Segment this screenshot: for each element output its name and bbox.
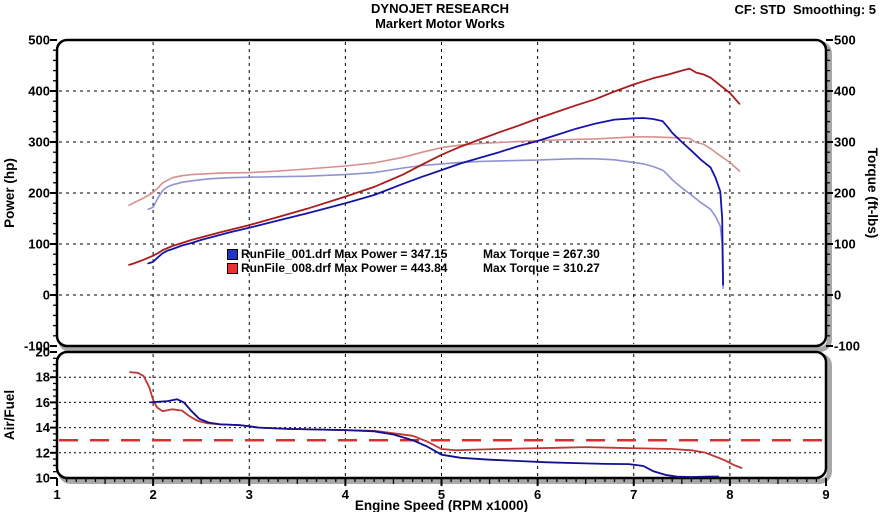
af-plot-grid — [59, 354, 824, 476]
curve-run008-power — [128, 67, 741, 266]
af-plot-curves — [129, 371, 743, 478]
legend-row-run001: RunFile_001.drf Max Power = 347.15 Max T… — [227, 247, 600, 262]
legend-label-run001-torque: Max Torque = 267.30 — [483, 247, 600, 261]
svg-text:1: 1 — [53, 487, 60, 502]
power-axis-labels: 500 400 300 200 100 0 -100 — [24, 33, 50, 354]
curve-run001-power — [147, 117, 724, 286]
power-axis-ticks — [50, 39, 833, 347]
x-axis-ticks — [56, 478, 827, 486]
x-axis-labels: 1 2 3 4 5 6 7 8 9 — [53, 487, 829, 502]
svg-text:9: 9 — [822, 487, 829, 502]
axis-titles: Power (hp) Torque (ft-lbs) Air/Fuel Engine … — [2, 148, 880, 512]
page-subtitle: Markert Motor Works — [375, 16, 505, 31]
curve-run001-torque — [147, 157, 724, 290]
svg-text:4: 4 — [342, 487, 350, 502]
svg-text:14: 14 — [36, 420, 51, 435]
torque-axis-title: Torque (ft-lbs) — [865, 148, 880, 238]
svg-text:0: 0 — [834, 288, 841, 303]
svg-text:16: 16 — [36, 395, 50, 410]
legend-swatch-run001 — [227, 249, 238, 261]
svg-text:-100: -100 — [834, 339, 860, 354]
svg-text:300: 300 — [28, 135, 50, 150]
main-plot-curves — [128, 67, 741, 290]
af-axis-ticks — [50, 351, 57, 479]
page-title: DYNOJET RESEARCH — [371, 1, 509, 16]
legend-swatch-run008 — [227, 262, 238, 274]
svg-text:8: 8 — [726, 487, 733, 502]
svg-text:400: 400 — [834, 84, 856, 99]
legend: RunFile_001.drf Max Power = 347.15 Max T… — [227, 247, 600, 276]
af-axis-labels: 20 18 16 14 12 10 — [36, 345, 51, 486]
svg-text:100: 100 — [28, 237, 50, 252]
svg-text:5: 5 — [438, 487, 445, 502]
af-axis-title: Air/Fuel — [2, 390, 17, 440]
power-axis-title: Power (hp) — [2, 158, 17, 228]
legend-label-run008-power: RunFile_008.drf Max Power = 443.84 — [241, 260, 448, 275]
legend-label-run001-power: RunFile_001.drf Max Power = 347.15 — [241, 247, 448, 261]
svg-text:500: 500 — [28, 33, 50, 48]
svg-text:7: 7 — [630, 487, 637, 502]
svg-text:12: 12 — [36, 445, 50, 460]
svg-text:-100: -100 — [24, 339, 50, 354]
legend-row-run008: RunFile_008.drf Max Power = 443.84 Max T… — [227, 260, 600, 276]
af-plot-frame — [55, 350, 832, 484]
svg-text:10: 10 — [36, 471, 50, 486]
svg-text:18: 18 — [36, 370, 50, 385]
svg-text:100: 100 — [834, 237, 856, 252]
svg-text:400: 400 — [28, 84, 50, 99]
svg-text:6: 6 — [534, 487, 541, 502]
svg-text:2: 2 — [150, 487, 157, 502]
torque-axis-labels: 500 400 300 200 100 0 -100 — [834, 33, 860, 354]
svg-text:200: 200 — [834, 186, 856, 201]
cf-smoothing-status: CF: STD Smoothing: 5 — [734, 2, 876, 17]
x-axis-title: Engine Speed (RPM x1000) — [355, 498, 528, 512]
svg-text:20: 20 — [36, 345, 50, 360]
svg-text:3: 3 — [246, 487, 253, 502]
svg-text:0: 0 — [43, 288, 50, 303]
svg-text:300: 300 — [834, 135, 856, 150]
svg-text:500: 500 — [834, 33, 856, 48]
main-plot-frame — [55, 38, 832, 352]
legend-label-run008-torque: Max Torque = 310.27 — [483, 260, 600, 275]
curve-run001-airfuel — [149, 398, 720, 478]
svg-text:200: 200 — [28, 186, 50, 201]
curve-run008-torque — [128, 136, 741, 206]
